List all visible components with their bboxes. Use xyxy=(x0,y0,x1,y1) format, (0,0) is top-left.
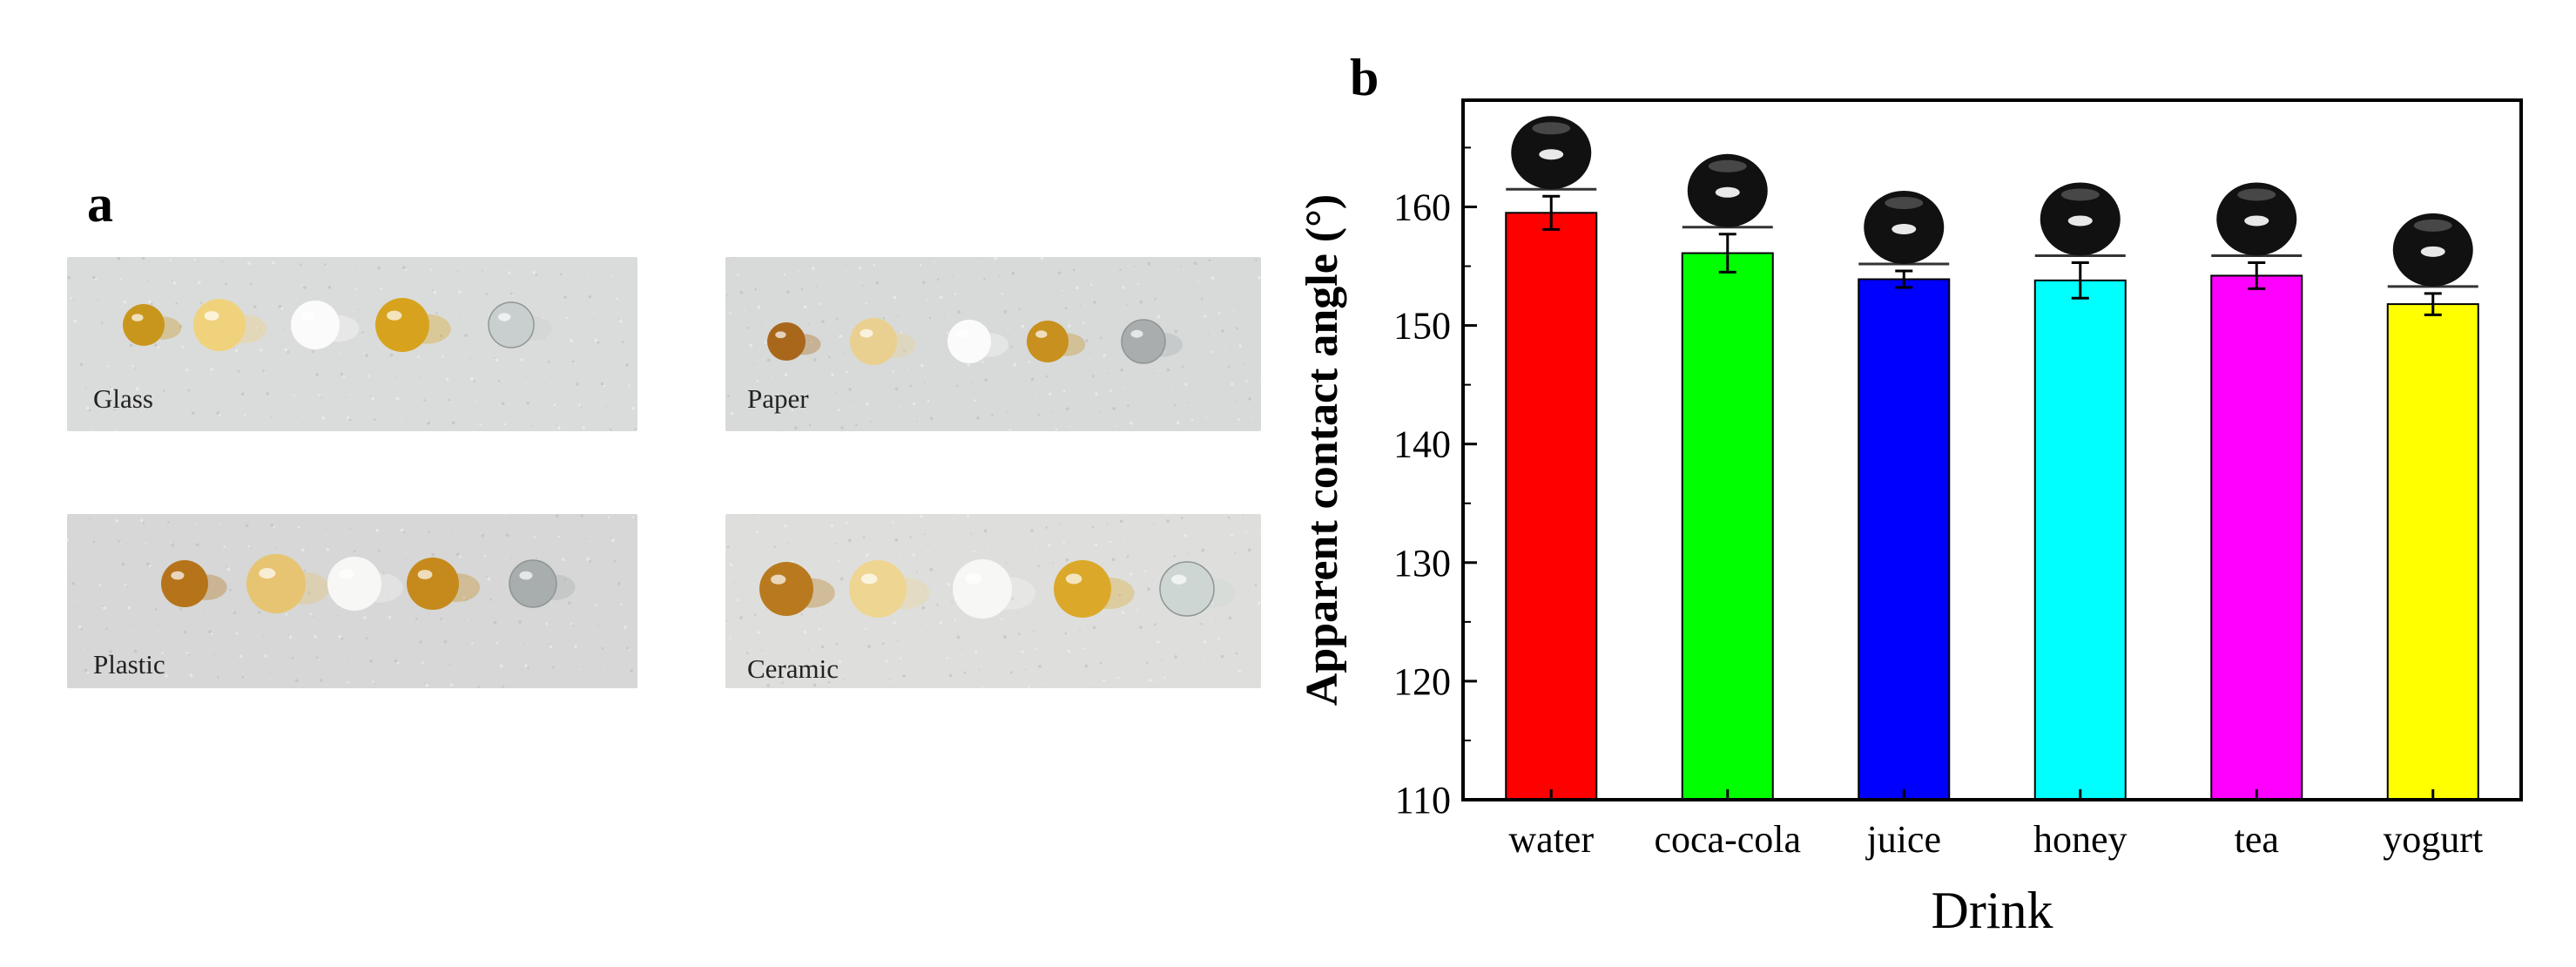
droplet xyxy=(375,298,451,352)
photo-plastic: Plastic xyxy=(67,514,637,688)
panel-a-label: a xyxy=(87,175,113,233)
bar xyxy=(2386,303,2479,801)
y-tick-label: 140 xyxy=(1393,423,1451,466)
droplet xyxy=(1054,560,1135,618)
droplet-inset xyxy=(2034,182,2126,257)
droplet xyxy=(1159,561,1236,617)
bar xyxy=(2033,279,2127,801)
x-tick-label: honey xyxy=(2033,818,2128,861)
x-tick-label: juice xyxy=(1865,818,1941,861)
droplet xyxy=(759,562,835,616)
droplet xyxy=(327,557,403,611)
droplet xyxy=(161,560,227,607)
droplet xyxy=(488,301,552,348)
droplet-inset xyxy=(2211,182,2303,257)
x-tick-label: coca-cola xyxy=(1654,818,1801,861)
photo-glass: Glass xyxy=(67,257,637,431)
y-axis-label: Apparent contact angle (°) xyxy=(1298,194,1347,706)
droplet xyxy=(947,320,1008,363)
bar xyxy=(1858,278,1951,801)
droplet xyxy=(246,554,330,613)
y-tick-label: 130 xyxy=(1393,542,1451,585)
droplet xyxy=(407,558,480,610)
plot-frame xyxy=(1461,98,2523,801)
photo-ceramic: Ceramic xyxy=(725,514,1261,688)
panel-b-label: b xyxy=(1350,49,1379,106)
bar xyxy=(1505,212,1598,801)
substrate-label: Paper xyxy=(747,383,809,414)
x-tick-label: water xyxy=(1508,818,1594,861)
droplet xyxy=(953,559,1036,619)
droplet xyxy=(509,559,576,608)
substrate-label: Ceramic xyxy=(747,653,840,684)
bar xyxy=(2210,274,2303,801)
bar xyxy=(1681,252,1774,801)
droplet xyxy=(1027,321,1086,362)
substrate-label: Plastic xyxy=(93,649,165,680)
x-tick-label: tea xyxy=(2235,818,2279,861)
droplet-inset xyxy=(2387,213,2478,288)
droplet xyxy=(849,560,930,618)
droplet-inset xyxy=(1858,190,1950,266)
y-tick-label: 150 xyxy=(1393,305,1451,348)
x-tick-label: yogurt xyxy=(2383,818,2483,861)
y-tick-label: 120 xyxy=(1393,660,1451,703)
droplet xyxy=(850,318,916,365)
droplet-inset xyxy=(1506,116,1597,191)
y-tick-label: 110 xyxy=(1395,779,1451,822)
droplet xyxy=(291,301,360,349)
droplet xyxy=(123,304,182,346)
y-tick-label: 160 xyxy=(1393,186,1451,228)
droplet-inset xyxy=(1682,153,1773,229)
droplet xyxy=(767,322,821,361)
droplet xyxy=(193,299,266,351)
droplet xyxy=(1121,319,1183,364)
substrate-label: Glass xyxy=(93,383,153,414)
photo-paper: Paper xyxy=(725,257,1261,431)
x-axis-label: Drink xyxy=(1932,882,2053,939)
